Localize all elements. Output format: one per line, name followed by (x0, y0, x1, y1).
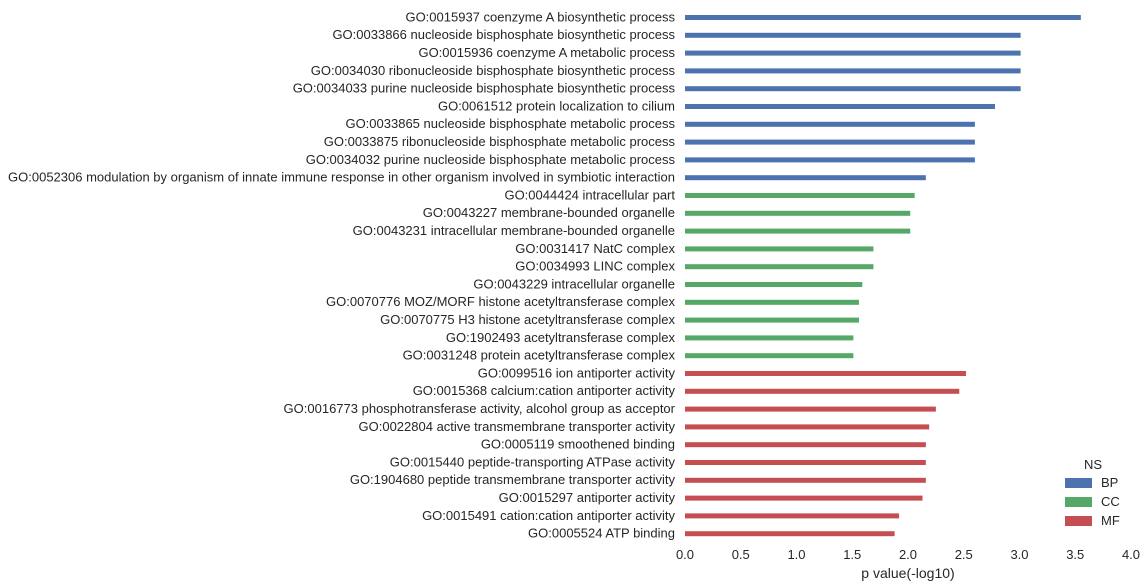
bar-bp (685, 175, 926, 181)
category-label: GO:0034993 LINC complex (515, 259, 675, 274)
bar-cc (685, 264, 874, 270)
bar-cc (685, 282, 863, 287)
bar-mf (685, 442, 926, 448)
bar-bp (685, 139, 975, 145)
category-label: GO:1904680 peptide transmembrane transpo… (350, 472, 676, 487)
category-label: GO:0034033 purine nucleoside bisphosphat… (293, 81, 676, 96)
category-label: GO:0015937 coenzyme A biosynthetic proce… (405, 9, 675, 24)
category-label: GO:0022804 active transmembrane transpor… (359, 419, 676, 434)
bar-bp (685, 157, 975, 163)
category-label: GO:0015491 cation:cation antiporter acti… (422, 508, 675, 523)
x-tick-label: 1.5 (843, 547, 861, 562)
legend-swatch-mf (1065, 516, 1092, 526)
category-label: GO:0033865 nucleoside bisphosphate metab… (345, 116, 675, 131)
legend-swatch-cc (1065, 497, 1092, 507)
bar-bp (685, 15, 1081, 20)
category-label: GO:0015440 peptide-transporting ATPase a… (390, 454, 676, 469)
x-tick-label: 1.0 (787, 547, 805, 562)
bar-bp (685, 86, 1021, 92)
category-label: GO:0005524 ATP binding (528, 526, 675, 541)
bar-mf (685, 513, 900, 519)
x-tick-label: 0.0 (676, 547, 694, 562)
bar-mf (685, 371, 966, 376)
category-label: GO:0031248 protein acetyltransferase com… (403, 348, 676, 363)
bar-cc (685, 353, 854, 359)
category-label: GO:0043227 membrane-bounded organelle (423, 205, 675, 220)
x-tick-label: 2.5 (955, 547, 973, 562)
category-label: GO:0052306 modulation by organism of inn… (8, 170, 675, 185)
bar-cc (685, 299, 859, 305)
bar-mf (685, 531, 895, 537)
category-label: GO:0061512 protein localization to ciliu… (438, 98, 675, 113)
category-label: GO:0043231 intracellular membrane-bounde… (353, 223, 675, 238)
x-axis-ticks-group: 0.0 0.5 1.0 1.5 2.0 2.5 3.0 3.5 4.0 (676, 547, 1140, 562)
category-label: GO:0034030 ribonucleoside bisphosphate b… (311, 63, 676, 78)
bar-bp (685, 68, 1021, 74)
category-label: GO:0044424 intracellular part (504, 187, 675, 202)
x-tick-label: 3.5 (1066, 547, 1084, 562)
legend-swatch-bp (1065, 478, 1092, 488)
category-labels-group: GO:0015937 coenzyme A biosynthetic proce… (8, 9, 676, 540)
legend-title: NS (1084, 457, 1102, 472)
category-label: GO:0033866 nucleoside bisphosphate biosy… (332, 27, 675, 42)
bar-mf (685, 460, 926, 465)
category-label: GO:0033875 ribonucleoside bisphosphate m… (324, 134, 676, 149)
legend-label-cc: CC (1101, 494, 1120, 509)
category-label: GO:0070776 MOZ/MORF histone acetyltransf… (326, 294, 675, 309)
category-label: GO:0070775 H3 histone acetyltransferase … (380, 312, 675, 327)
category-label: GO:0015936 coenzyme A metabolic process (418, 45, 675, 60)
bar-cc (685, 335, 854, 341)
bar-cc (685, 317, 859, 323)
bar-bp (685, 104, 995, 109)
category-label: GO:0005119 smoothened binding (481, 437, 675, 452)
category-label: GO:0016773 phosphotransferase activity, … (284, 401, 676, 416)
x-axis-title: p value(-log10) (861, 565, 954, 581)
bar-bp (685, 32, 1021, 38)
category-label: GO:0015368 calcium:cation antiporter act… (413, 383, 676, 398)
x-tick-label: 2.0 (899, 547, 917, 562)
category-label: GO:0015297 antiporter activity (499, 490, 676, 505)
legend-label-mf: MF (1101, 513, 1120, 528)
legend-label-bp: BP (1101, 475, 1118, 490)
bar-bp (685, 50, 1021, 56)
bar-cc (685, 193, 915, 198)
x-tick-label: 3.0 (1010, 547, 1028, 562)
category-label: GO:0043229 intracellular organelle (473, 276, 675, 291)
bar-cc (685, 210, 911, 216)
category-label: GO:0031417 NatC complex (515, 241, 675, 256)
category-label: GO:1902493 acetyltransferase complex (446, 330, 676, 345)
bar-bp (685, 121, 975, 127)
bar-mf (685, 406, 936, 412)
bar-cc (685, 228, 911, 234)
bar-mf (685, 424, 930, 430)
x-tick-label: 0.5 (732, 547, 750, 562)
bar-cc (685, 246, 874, 252)
bar-mf (685, 388, 960, 394)
category-label: GO:0099516 ion antiporter activity (478, 365, 676, 380)
x-tick-label: 4.0 (1122, 547, 1140, 562)
bar-mf (685, 495, 923, 501)
category-label: GO:0034032 purine nucleoside bisphosphat… (306, 152, 676, 167)
legend: NS BP CC MF (1065, 457, 1120, 528)
bar-mf (685, 477, 926, 483)
bars-group (685, 15, 1081, 537)
